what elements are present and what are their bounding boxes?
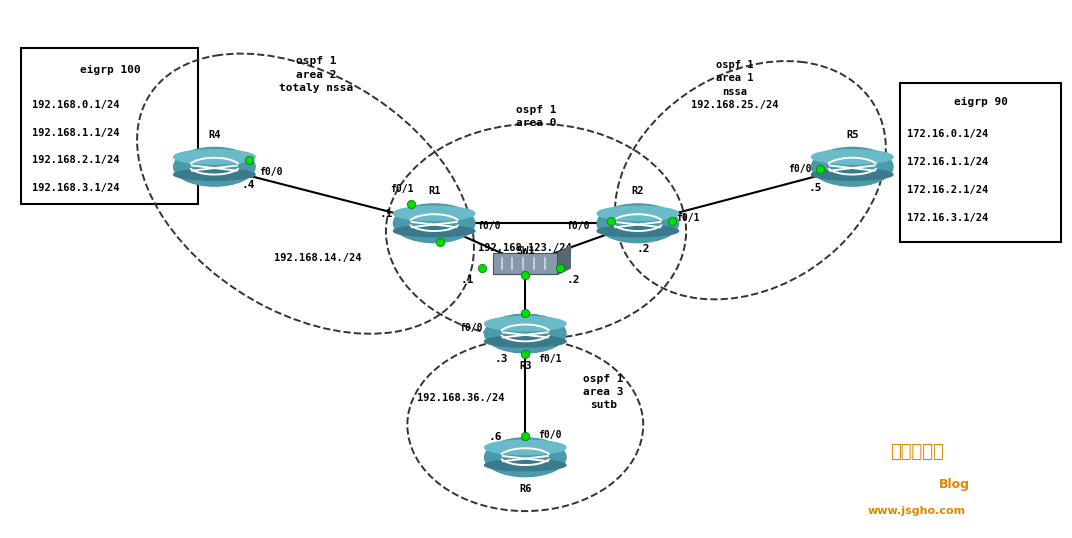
Ellipse shape <box>485 314 566 353</box>
Ellipse shape <box>393 204 475 243</box>
Text: 172.16.0.1/24: 172.16.0.1/24 <box>907 129 988 139</box>
Text: f0/1: f0/1 <box>538 355 562 364</box>
Ellipse shape <box>812 150 893 164</box>
FancyBboxPatch shape <box>493 253 557 274</box>
Text: ospf 1
area 2
totaly nssa: ospf 1 area 2 totaly nssa <box>279 56 354 93</box>
Text: f0/1: f0/1 <box>390 183 414 194</box>
Text: 192.168.36./24: 192.168.36./24 <box>417 393 505 403</box>
Ellipse shape <box>812 169 893 180</box>
Text: .2: .2 <box>566 275 580 285</box>
Text: R6: R6 <box>519 484 532 494</box>
Text: 192.168.2.1/24: 192.168.2.1/24 <box>32 155 120 166</box>
Text: 192.168.0.1/24: 192.168.0.1/24 <box>32 100 120 110</box>
Text: f0/0: f0/0 <box>566 221 590 231</box>
Ellipse shape <box>597 225 679 237</box>
Text: .3: .3 <box>545 322 559 332</box>
Ellipse shape <box>393 206 475 221</box>
Text: .1: .1 <box>460 275 474 285</box>
Text: .1: .1 <box>379 209 393 218</box>
Text: 172.16.2.1/24: 172.16.2.1/24 <box>907 185 988 195</box>
Ellipse shape <box>485 440 566 455</box>
Text: R5: R5 <box>846 130 859 140</box>
Text: f0/0: f0/0 <box>538 430 562 440</box>
Text: .2: .2 <box>637 244 650 254</box>
Ellipse shape <box>812 147 893 186</box>
Ellipse shape <box>174 169 255 180</box>
Text: R4: R4 <box>208 130 221 140</box>
Text: 192.168.14./24: 192.168.14./24 <box>273 253 361 263</box>
Text: 192.168.3.1/24: 192.168.3.1/24 <box>32 183 120 194</box>
Text: R1: R1 <box>428 186 441 196</box>
Ellipse shape <box>485 438 566 477</box>
Polygon shape <box>493 268 570 274</box>
Text: 192.168.1.1/24: 192.168.1.1/24 <box>32 128 120 138</box>
Ellipse shape <box>485 316 566 331</box>
Ellipse shape <box>174 150 255 164</box>
Text: f0/0: f0/0 <box>477 221 501 231</box>
Text: eigrp 90: eigrp 90 <box>954 97 1008 107</box>
Text: 技术奥联盟: 技术奥联盟 <box>890 443 943 461</box>
Ellipse shape <box>597 206 679 221</box>
Text: ospf 1
area 1
nssa
192.168.25./24: ospf 1 area 1 nssa 192.168.25./24 <box>690 60 778 110</box>
Text: 172.16.1.1/24: 172.16.1.1/24 <box>907 157 988 167</box>
Text: .3: .3 <box>494 355 508 364</box>
Ellipse shape <box>485 459 566 471</box>
Ellipse shape <box>485 336 566 347</box>
Text: .5: .5 <box>808 183 822 193</box>
FancyBboxPatch shape <box>21 48 198 204</box>
FancyBboxPatch shape <box>900 83 1061 242</box>
Ellipse shape <box>393 225 475 237</box>
Text: SW1: SW1 <box>516 246 535 257</box>
Text: f0/0: f0/0 <box>788 165 812 174</box>
Ellipse shape <box>597 204 679 243</box>
Text: eigrp 100: eigrp 100 <box>79 65 140 75</box>
Text: f0/0: f0/0 <box>459 323 482 333</box>
Text: Blog: Blog <box>939 478 969 491</box>
Text: f0/0: f0/0 <box>259 167 283 177</box>
Text: www.jsgho.com: www.jsgho.com <box>867 506 966 516</box>
Text: 172.16.3.1/24: 172.16.3.1/24 <box>907 213 988 223</box>
Text: 192.168.123./24: 192.168.123./24 <box>478 243 572 253</box>
Text: R3: R3 <box>519 360 532 371</box>
Text: R2: R2 <box>631 186 644 196</box>
Text: f0/1: f0/1 <box>676 213 700 223</box>
Text: .6: .6 <box>488 432 502 442</box>
Text: .4: .4 <box>241 180 255 190</box>
Text: ospf 1
area 3
sutb: ospf 1 area 3 sutb <box>583 374 624 410</box>
Ellipse shape <box>174 147 255 186</box>
Text: ospf 1
area 0: ospf 1 area 0 <box>516 105 556 128</box>
Polygon shape <box>557 246 570 274</box>
